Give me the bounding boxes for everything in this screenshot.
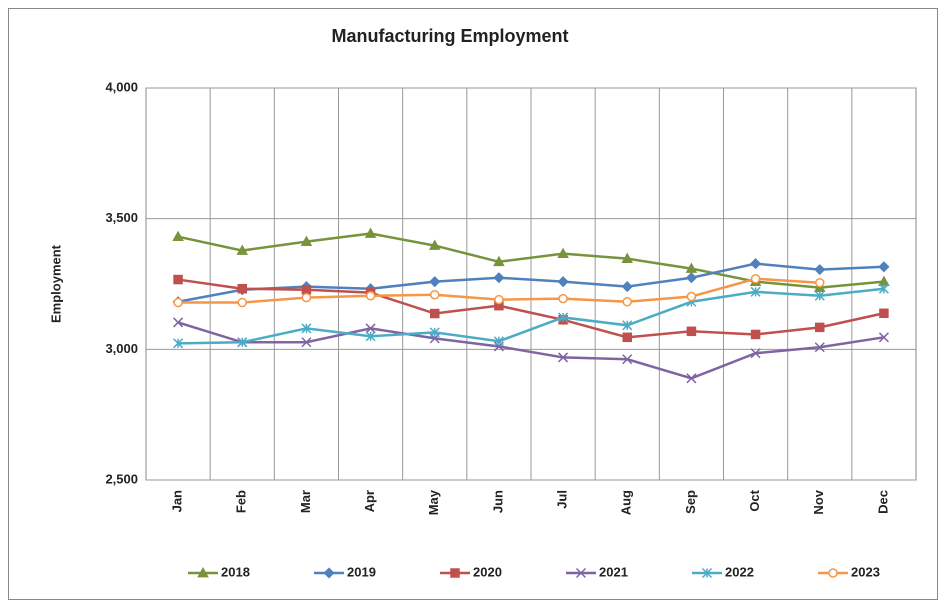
marker	[237, 283, 247, 294]
marker	[828, 568, 838, 578]
marker	[428, 239, 441, 250]
series-line	[177, 321, 885, 380]
legend-label: 2018	[221, 564, 250, 579]
marker	[301, 284, 312, 295]
marker	[575, 567, 587, 579]
marker	[365, 291, 376, 301]
marker	[815, 322, 825, 333]
series-line	[178, 287, 885, 345]
marker	[878, 283, 889, 294]
y-axis-label: Employment	[48, 244, 63, 323]
marker	[173, 317, 184, 328]
chart-title: Manufacturing Employment	[331, 26, 568, 46]
marker	[197, 566, 209, 578]
marker	[814, 342, 825, 353]
marker	[172, 230, 184, 242]
marker	[365, 331, 376, 342]
x-tick-label: Aug	[619, 490, 634, 515]
y-tick-label: 3,000	[105, 341, 138, 356]
marker	[365, 323, 376, 334]
marker	[622, 332, 632, 343]
y-tick-label: 4,000	[105, 79, 138, 94]
marker	[621, 281, 633, 293]
x-tick-label: Mar	[298, 490, 313, 513]
marker	[686, 326, 697, 337]
x-tick-label: Jan	[170, 490, 185, 512]
marker	[750, 348, 761, 359]
marker	[814, 290, 825, 301]
marker	[237, 337, 248, 348]
legend-label: 2023	[851, 564, 880, 579]
marker	[750, 286, 761, 297]
marker	[879, 308, 889, 319]
marker	[558, 352, 569, 363]
chart-border	[8, 8, 938, 600]
marker	[557, 247, 569, 259]
marker	[814, 264, 826, 276]
marker	[557, 276, 569, 288]
x-tick-label: Jun	[490, 490, 505, 513]
marker	[750, 258, 762, 270]
marker	[237, 297, 247, 308]
marker	[558, 293, 568, 304]
marker	[815, 277, 825, 288]
legend-label: 2021	[599, 564, 628, 579]
marker	[364, 227, 377, 238]
marker	[685, 272, 697, 284]
marker	[622, 297, 632, 307]
x-tick-label: Nov	[811, 489, 826, 514]
legend-label: 2022	[725, 564, 754, 579]
marker	[301, 337, 312, 348]
x-tick-label: Sep	[683, 490, 698, 514]
marker	[622, 354, 633, 365]
marker	[493, 336, 504, 347]
marker	[450, 568, 460, 578]
marker	[558, 312, 569, 323]
marker	[494, 294, 504, 305]
x-tick-label: May	[426, 489, 441, 515]
series-line	[177, 262, 884, 303]
marker	[701, 567, 713, 579]
marker	[750, 274, 761, 284]
legend-label: 2019	[347, 564, 376, 579]
marker	[878, 332, 889, 343]
series-line	[177, 232, 885, 289]
marker	[173, 338, 184, 349]
marker	[686, 373, 697, 384]
marker	[301, 323, 312, 334]
marker	[493, 255, 505, 267]
marker	[301, 292, 312, 303]
marker	[236, 244, 249, 255]
marker	[429, 327, 440, 338]
marker	[429, 276, 441, 288]
marker	[493, 272, 505, 284]
x-tick-label: Jul	[555, 490, 570, 509]
marker	[323, 567, 335, 579]
marker	[430, 308, 440, 319]
legend-label: 2020	[473, 564, 502, 579]
marker	[750, 329, 761, 340]
x-tick-label: Feb	[234, 490, 249, 513]
x-tick-label: Oct	[747, 489, 762, 511]
series-line	[177, 278, 885, 339]
y-tick-label: 2,500	[105, 471, 138, 486]
marker	[173, 274, 183, 285]
marker	[430, 289, 440, 300]
marker	[300, 235, 313, 247]
marker	[878, 261, 890, 273]
y-tick-label: 3,500	[105, 210, 138, 225]
marker	[173, 297, 183, 308]
marker	[621, 252, 634, 264]
x-tick-label: Dec	[875, 490, 890, 514]
marker	[622, 320, 633, 331]
x-tick-label: Apr	[362, 490, 377, 512]
marker	[686, 291, 697, 302]
